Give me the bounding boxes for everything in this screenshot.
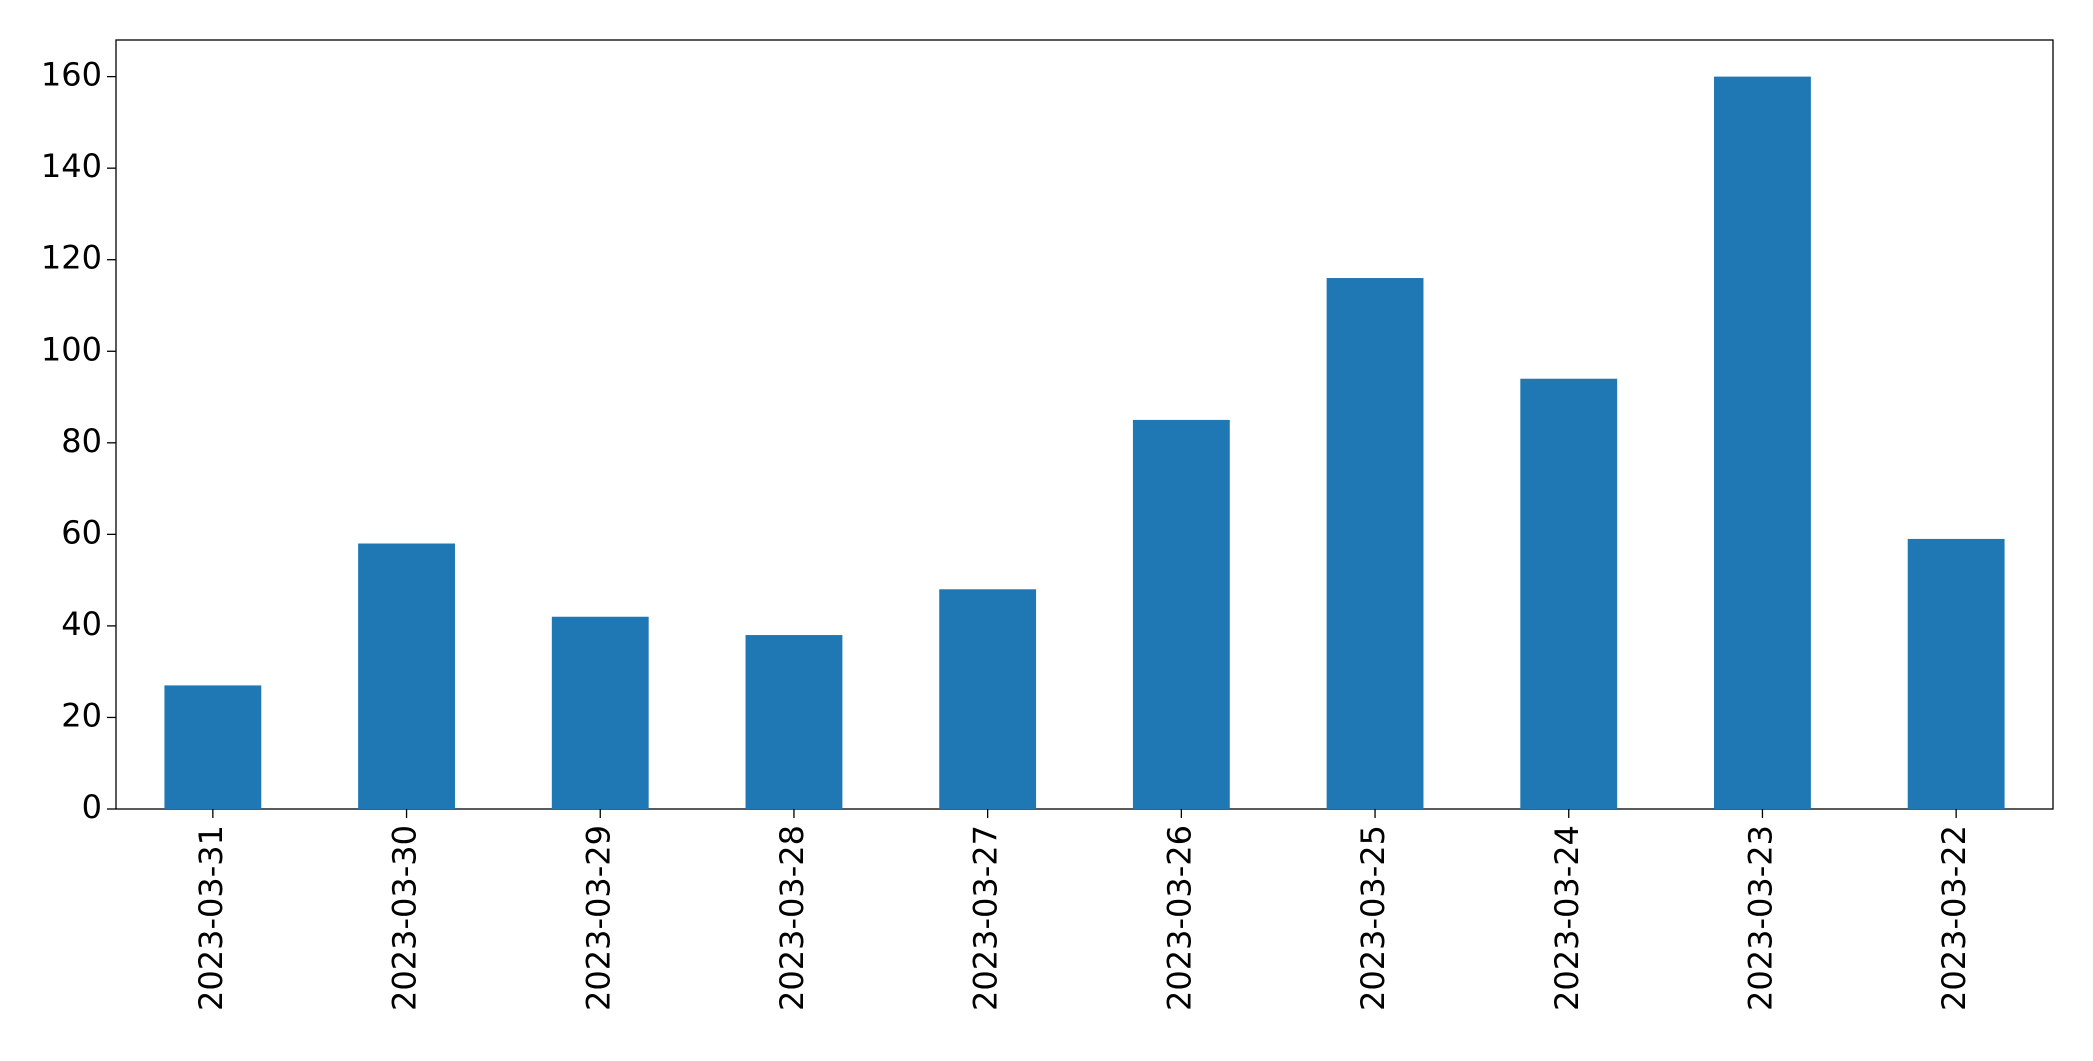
- x-tick-label: 2023-03-28: [773, 825, 811, 1011]
- y-tick-label: 80: [61, 422, 102, 460]
- y-tick-label: 60: [61, 513, 102, 551]
- x-tick-label: 2023-03-26: [1160, 825, 1198, 1011]
- bar: [358, 543, 455, 809]
- bar: [1714, 76, 1811, 810]
- y-tick-label: 160: [41, 56, 102, 94]
- y-tick-label: 0: [82, 788, 102, 826]
- x-tick-label: 2023-03-22: [1935, 825, 1973, 1011]
- axes-frame: [115, 39, 2054, 810]
- bar: [745, 635, 843, 809]
- x-tick-label: 2023-03-31: [192, 825, 230, 1011]
- bar: [1907, 538, 2005, 809]
- bar: [1520, 378, 1618, 809]
- y-tick-label: 20: [61, 696, 102, 734]
- y-tick-label: 140: [41, 147, 102, 185]
- x-tick-label: 2023-03-30: [386, 825, 424, 1011]
- bar: [939, 589, 1037, 809]
- bar: [164, 685, 262, 809]
- x-tick-label: 2023-03-25: [1354, 825, 1392, 1011]
- x-tick-label: 2023-03-23: [1741, 825, 1779, 1011]
- bar: [1132, 419, 1230, 809]
- y-tick-label: 40: [61, 605, 102, 643]
- x-tick-label: 2023-03-29: [579, 825, 617, 1011]
- bar: [551, 616, 649, 809]
- x-tick-label: 2023-03-27: [967, 825, 1005, 1011]
- x-tick-label: 2023-03-24: [1548, 825, 1586, 1011]
- bar: [1326, 278, 1424, 809]
- y-tick-label: 100: [41, 330, 102, 368]
- y-tick-label: 120: [41, 239, 102, 277]
